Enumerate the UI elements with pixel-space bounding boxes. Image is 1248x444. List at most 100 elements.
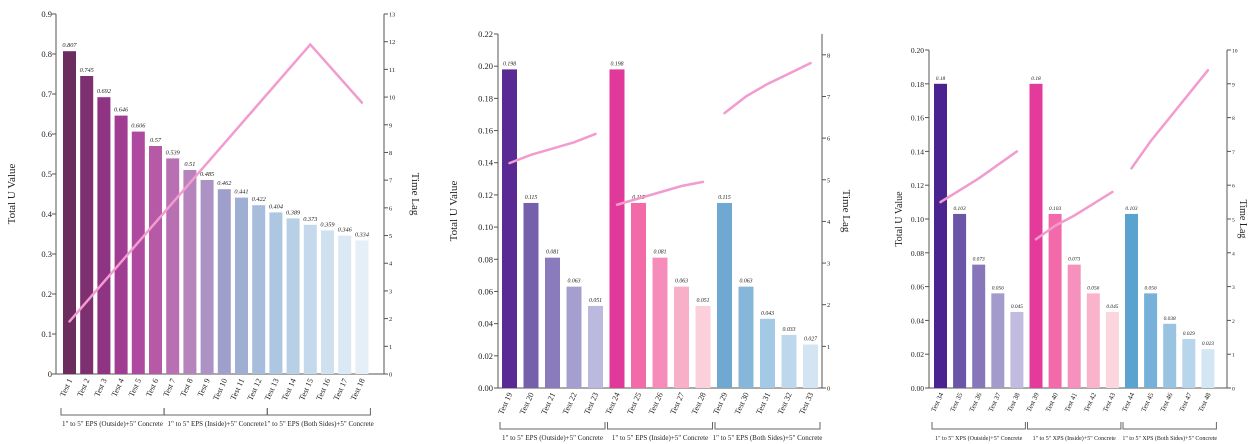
y-tick-label: 0.2 (41, 289, 52, 299)
y2-tick-label: 6 (389, 205, 392, 212)
bar (545, 257, 560, 388)
value-label: 0.334 (355, 231, 369, 238)
bar (674, 286, 689, 388)
value-label: 0.745 (80, 67, 94, 74)
bar (502, 69, 517, 389)
y2-tick-label: 2 (827, 302, 830, 309)
category-label: Test 39 (1025, 391, 1041, 413)
y2-tick-label: 0 (389, 372, 392, 379)
value-label: 0.807 (62, 42, 77, 49)
category-label: Test 3 (92, 377, 108, 398)
category-label: Test 28 (690, 391, 708, 416)
y2-tick-label: 9 (389, 122, 392, 129)
category-label: Test 25 (625, 391, 643, 416)
y2-tick-label: 7 (827, 94, 830, 101)
value-label: 0.18 (936, 76, 946, 82)
category-label: Test 47 (1178, 391, 1194, 413)
category-label: Test 19 (496, 391, 514, 416)
bar (934, 83, 947, 389)
category-label: Test 5 (127, 377, 143, 398)
group-label: 1" to 5" EPS (Inside)+5" Concrete (168, 420, 264, 428)
bar (717, 202, 732, 388)
y2-tick-label: 8 (389, 150, 392, 157)
value-label: 0.073 (1068, 257, 1080, 263)
bar (991, 293, 1005, 388)
bar (217, 189, 231, 374)
bar (97, 97, 111, 374)
bar (114, 115, 128, 374)
category-label: Test 16 (314, 377, 332, 402)
y2-tick-label: 3 (389, 288, 392, 295)
group-bracket (931, 422, 1026, 430)
bar (63, 51, 76, 374)
y-tick-label: 0.22 (478, 29, 493, 39)
bar (303, 224, 317, 374)
bar (760, 318, 775, 388)
y-tick-label: 0.00 (478, 383, 493, 393)
time-lag-line (1130, 69, 1210, 170)
group-bracket (60, 408, 165, 416)
category-label: Test 11 (228, 377, 246, 402)
category-label: Test 20 (518, 391, 536, 416)
value-label: 0.103 (1049, 206, 1061, 212)
category-label: Test 26 (647, 391, 665, 416)
y2-tick-label: 2 (389, 316, 392, 323)
bar (652, 257, 668, 388)
category-label: Test 40 (1044, 391, 1060, 413)
value-label: 0.103 (1125, 206, 1137, 212)
value-label: 0.346 (338, 227, 353, 234)
category-label: Test 7 (161, 377, 177, 398)
bar (355, 240, 369, 374)
value-label: 0.023 (1202, 341, 1214, 347)
y2-tick-label: 1 (1232, 353, 1235, 359)
bar (321, 230, 334, 374)
y2-tick-label: 13 (389, 12, 395, 19)
bar (1144, 293, 1158, 388)
group-label: 1" to 5" XPS (Both Sides)+5" Concrete (1122, 435, 1217, 442)
y2-tick-label: 3 (827, 261, 830, 268)
value-label: 0.462 (217, 180, 232, 187)
y2-axis-label: Time Lag (409, 173, 421, 216)
group-label: 1" to 5" XPS (Inside)+5" Concrete (1033, 435, 1117, 442)
value-label: 0.57 (150, 137, 162, 144)
y-tick-label: 0.14 (478, 158, 494, 168)
y-tick-label: 0.12 (478, 190, 493, 200)
y2-tick-label: 7 (389, 178, 392, 185)
category-label: Test 33 (797, 391, 815, 416)
time-lag-line (68, 42, 364, 323)
category-label: Test 14 (280, 377, 298, 402)
y2-tick-label: 7 (1232, 150, 1235, 156)
y-axis-label: Total U Value (894, 191, 905, 247)
value-label: 0.056 (1145, 285, 1157, 291)
y-tick-label: 0.5 (41, 169, 52, 179)
y2-tick-label: 11 (389, 67, 395, 74)
category-label: Test 1 (58, 377, 74, 398)
bar (1029, 83, 1043, 389)
y-tick-label: 0.00 (911, 384, 924, 393)
group-bracket (607, 422, 713, 430)
value-label: 0.027 (804, 337, 818, 343)
value-label: 0.692 (97, 88, 112, 95)
y-tick-label: 0.12 (911, 181, 924, 190)
value-label: 0.198 (610, 61, 623, 67)
value-label: 0.103 (954, 206, 966, 212)
bar (166, 158, 180, 374)
bar (953, 213, 967, 388)
y2-tick-label: 4 (389, 261, 393, 268)
value-label: 0.441 (234, 189, 248, 196)
bar (1125, 213, 1138, 388)
value-label: 0.422 (252, 196, 267, 203)
category-label: Test 48 (1197, 391, 1213, 413)
group-bracket (163, 408, 268, 416)
y-tick-label: 0.06 (911, 283, 924, 292)
bar (235, 197, 248, 374)
y-tick-label: 0.08 (478, 254, 493, 264)
y-tick-label: 0.04 (911, 316, 924, 325)
value-label: 0.359 (320, 221, 335, 228)
value-label: 0.073 (973, 257, 985, 263)
bar (149, 146, 162, 374)
bar (1182, 338, 1196, 388)
y2-tick-label: 5 (1232, 218, 1235, 224)
y-tick-label: 0 (48, 369, 52, 379)
